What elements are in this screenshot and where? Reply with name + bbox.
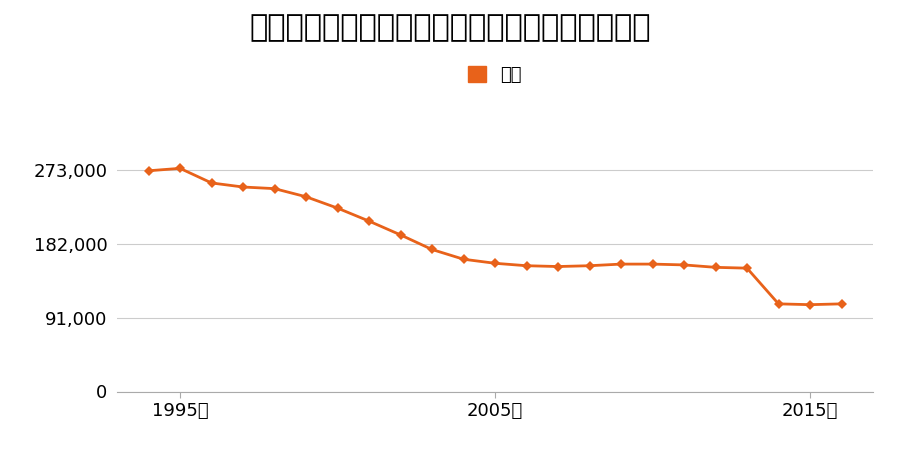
Text: 大阪府八尾市渋川町５丁目１０番３８の地価推移: 大阪府八尾市渋川町５丁目１０番３８の地価推移 (249, 14, 651, 42)
Legend: 価格: 価格 (461, 59, 529, 92)
